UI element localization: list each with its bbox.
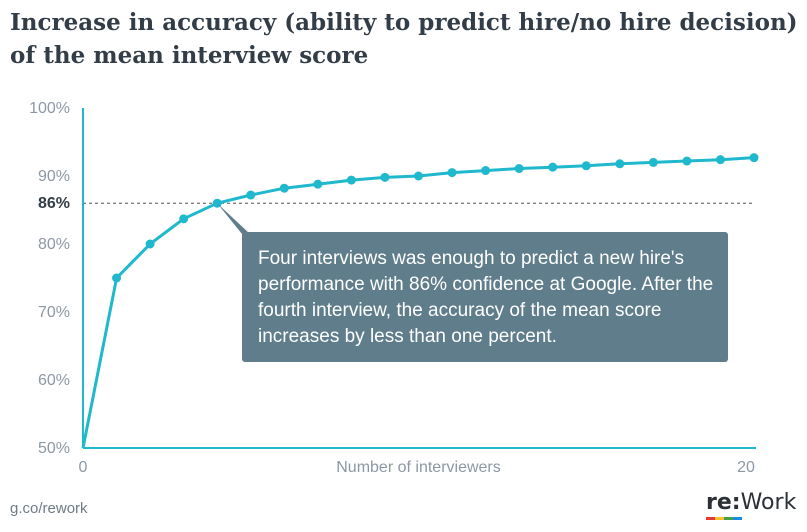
callout-annotation: Four interviews was enough to predict a … bbox=[242, 232, 728, 362]
data-point bbox=[514, 164, 524, 174]
data-point bbox=[179, 214, 189, 224]
y-tick-label: 80% bbox=[38, 236, 70, 253]
data-point bbox=[749, 153, 759, 163]
reference-line-label: 86% bbox=[38, 195, 70, 212]
y-tick-label: 70% bbox=[38, 304, 70, 321]
x-axis-label: Number of interviewers bbox=[336, 459, 501, 476]
data-point bbox=[112, 273, 122, 283]
data-point bbox=[447, 168, 457, 178]
logo-colon: : bbox=[731, 490, 741, 515]
data-point bbox=[380, 172, 390, 182]
data-point bbox=[346, 175, 356, 185]
x-tick-20: 20 bbox=[737, 459, 755, 476]
logo-color-bar bbox=[706, 517, 742, 520]
y-tick-label: 100% bbox=[29, 100, 70, 117]
source-link[interactable]: g.co/rework bbox=[10, 500, 88, 517]
data-point bbox=[715, 155, 725, 165]
logo-work: Work bbox=[740, 490, 797, 515]
series-points bbox=[112, 153, 759, 283]
data-point bbox=[548, 162, 558, 172]
y-tick-label: 50% bbox=[38, 440, 70, 457]
x-tick-0: 0 bbox=[79, 459, 88, 476]
data-point bbox=[246, 190, 256, 200]
data-point bbox=[145, 239, 155, 249]
data-point bbox=[615, 159, 625, 169]
data-point bbox=[481, 166, 491, 176]
data-point bbox=[279, 183, 289, 193]
y-tick-label: 90% bbox=[38, 168, 70, 185]
y-axis-ticks: 100% 90% 80% 70% 60% 50% bbox=[29, 100, 70, 457]
data-point bbox=[313, 179, 323, 189]
chart-title: Increase in accuracy (ability to predict… bbox=[10, 9, 798, 69]
logo-re: re bbox=[706, 490, 732, 515]
data-point bbox=[648, 157, 658, 167]
data-point bbox=[682, 156, 692, 166]
rework-logo: re:Work bbox=[706, 490, 797, 520]
data-point bbox=[581, 161, 591, 171]
data-point bbox=[414, 171, 423, 181]
y-tick-label: 60% bbox=[38, 372, 70, 389]
